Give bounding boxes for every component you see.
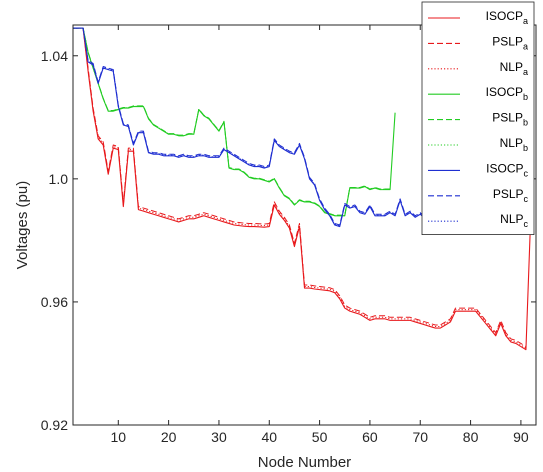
x-tick-label: 80 <box>463 429 479 445</box>
x-tick-label: 90 <box>513 429 529 445</box>
legend-label: ISOCPa <box>486 9 528 26</box>
x-tick-label: 60 <box>362 429 378 445</box>
x-tick-label: 40 <box>261 429 277 445</box>
y-axis-label: Voltages (pu) <box>14 181 31 269</box>
legend: ISOCPa PSLPa NLPa ISOCPb PSLPb NLPb ISOCPc PSLP… <box>421 1 535 236</box>
x-tick-label: 10 <box>111 429 127 445</box>
x-tick-label: 30 <box>211 429 227 445</box>
legend-label: ISOCPb <box>486 85 528 102</box>
series-line-pslp-a <box>73 27 527 347</box>
legend-label: NLPb <box>500 136 528 153</box>
ticks-layer: 10 20 30 40 50 60 70 80 90 0.92 0.96 1.0 1.04 <box>41 25 536 445</box>
y-tick-label: 1.04 <box>41 48 68 64</box>
y-tick-label: 1.0 <box>49 171 69 187</box>
y-tick-label: 0.96 <box>41 294 68 310</box>
y-tick-label: 0.92 <box>41 417 68 433</box>
x-axis-label: Node Number <box>258 454 351 471</box>
legend-label: PSLPb <box>492 111 528 128</box>
plot-frame <box>72 24 537 426</box>
legend-label: NLPa <box>500 60 528 77</box>
x-tick-label: 20 <box>161 429 177 445</box>
legend-label: PSLPc <box>493 187 529 204</box>
legend-label: ISOCPc <box>486 161 528 178</box>
x-tick-label: 70 <box>412 429 428 445</box>
legend-label: PSLPa <box>492 34 528 51</box>
x-tick-label: 50 <box>312 429 328 445</box>
legend-label: NLPc <box>500 212 528 229</box>
series-line-nlp-b <box>73 27 391 216</box>
